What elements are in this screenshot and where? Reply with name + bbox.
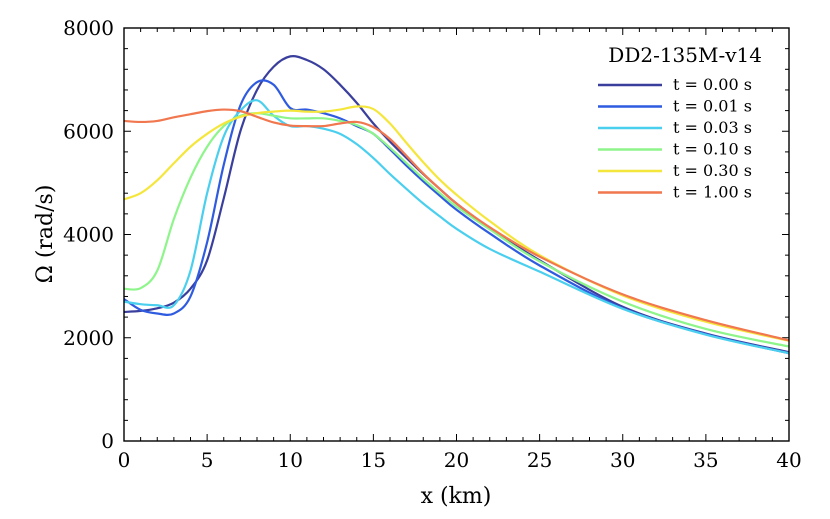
- x-tick-label: 10: [278, 448, 303, 472]
- x-tick-label: 5: [201, 448, 214, 472]
- x-tick-label: 30: [610, 448, 635, 472]
- x-tick-labels: 0 5 10 15 20 25 30 35 40: [118, 448, 802, 472]
- y-tick-label: 0: [101, 429, 114, 453]
- x-tick-label: 35: [693, 448, 718, 472]
- series-line-3: [123, 112, 790, 348]
- series-line-2: [123, 99, 790, 355]
- y-tick-label: 8000: [63, 16, 114, 40]
- series-line-1: [123, 79, 790, 355]
- series-line-5: [123, 108, 790, 342]
- legend: t = 0.00 s t = 0.01 s t = 0.03 s t = 0.10 s…: [598, 75, 752, 202]
- legend-label-1: t = 0.01 s: [673, 97, 752, 116]
- legend-label-5: t = 1.00 s: [673, 183, 752, 202]
- legend-label-3: t = 0.10 s: [673, 140, 752, 159]
- legend-label-0: t = 0.00 s: [673, 75, 752, 94]
- x-tick-label: 40: [776, 448, 801, 472]
- y-tick-label: 2000: [63, 326, 114, 350]
- y-tick-label: 4000: [63, 223, 114, 247]
- legend-label-2: t = 0.03 s: [673, 118, 752, 137]
- plot-frame: [123, 27, 790, 442]
- legend-label-4: t = 0.30 s: [673, 161, 752, 180]
- x-tick-label: 15: [361, 448, 386, 472]
- x-axis-title: x (km): [421, 484, 492, 509]
- x-tick-label: 20: [444, 448, 469, 472]
- x-tick-label: 25: [527, 448, 552, 472]
- x-tick-label: 0: [118, 448, 131, 472]
- y-tick-labels: 0 2000 4000 6000 8000: [63, 16, 114, 453]
- series-lines: [123, 55, 790, 355]
- y-tick-label: 6000: [63, 119, 114, 143]
- legend-title: DD2-135M-v14: [608, 43, 762, 67]
- y-axis-title: Ω (rad/s): [33, 185, 58, 284]
- series-line-4: [123, 105, 790, 342]
